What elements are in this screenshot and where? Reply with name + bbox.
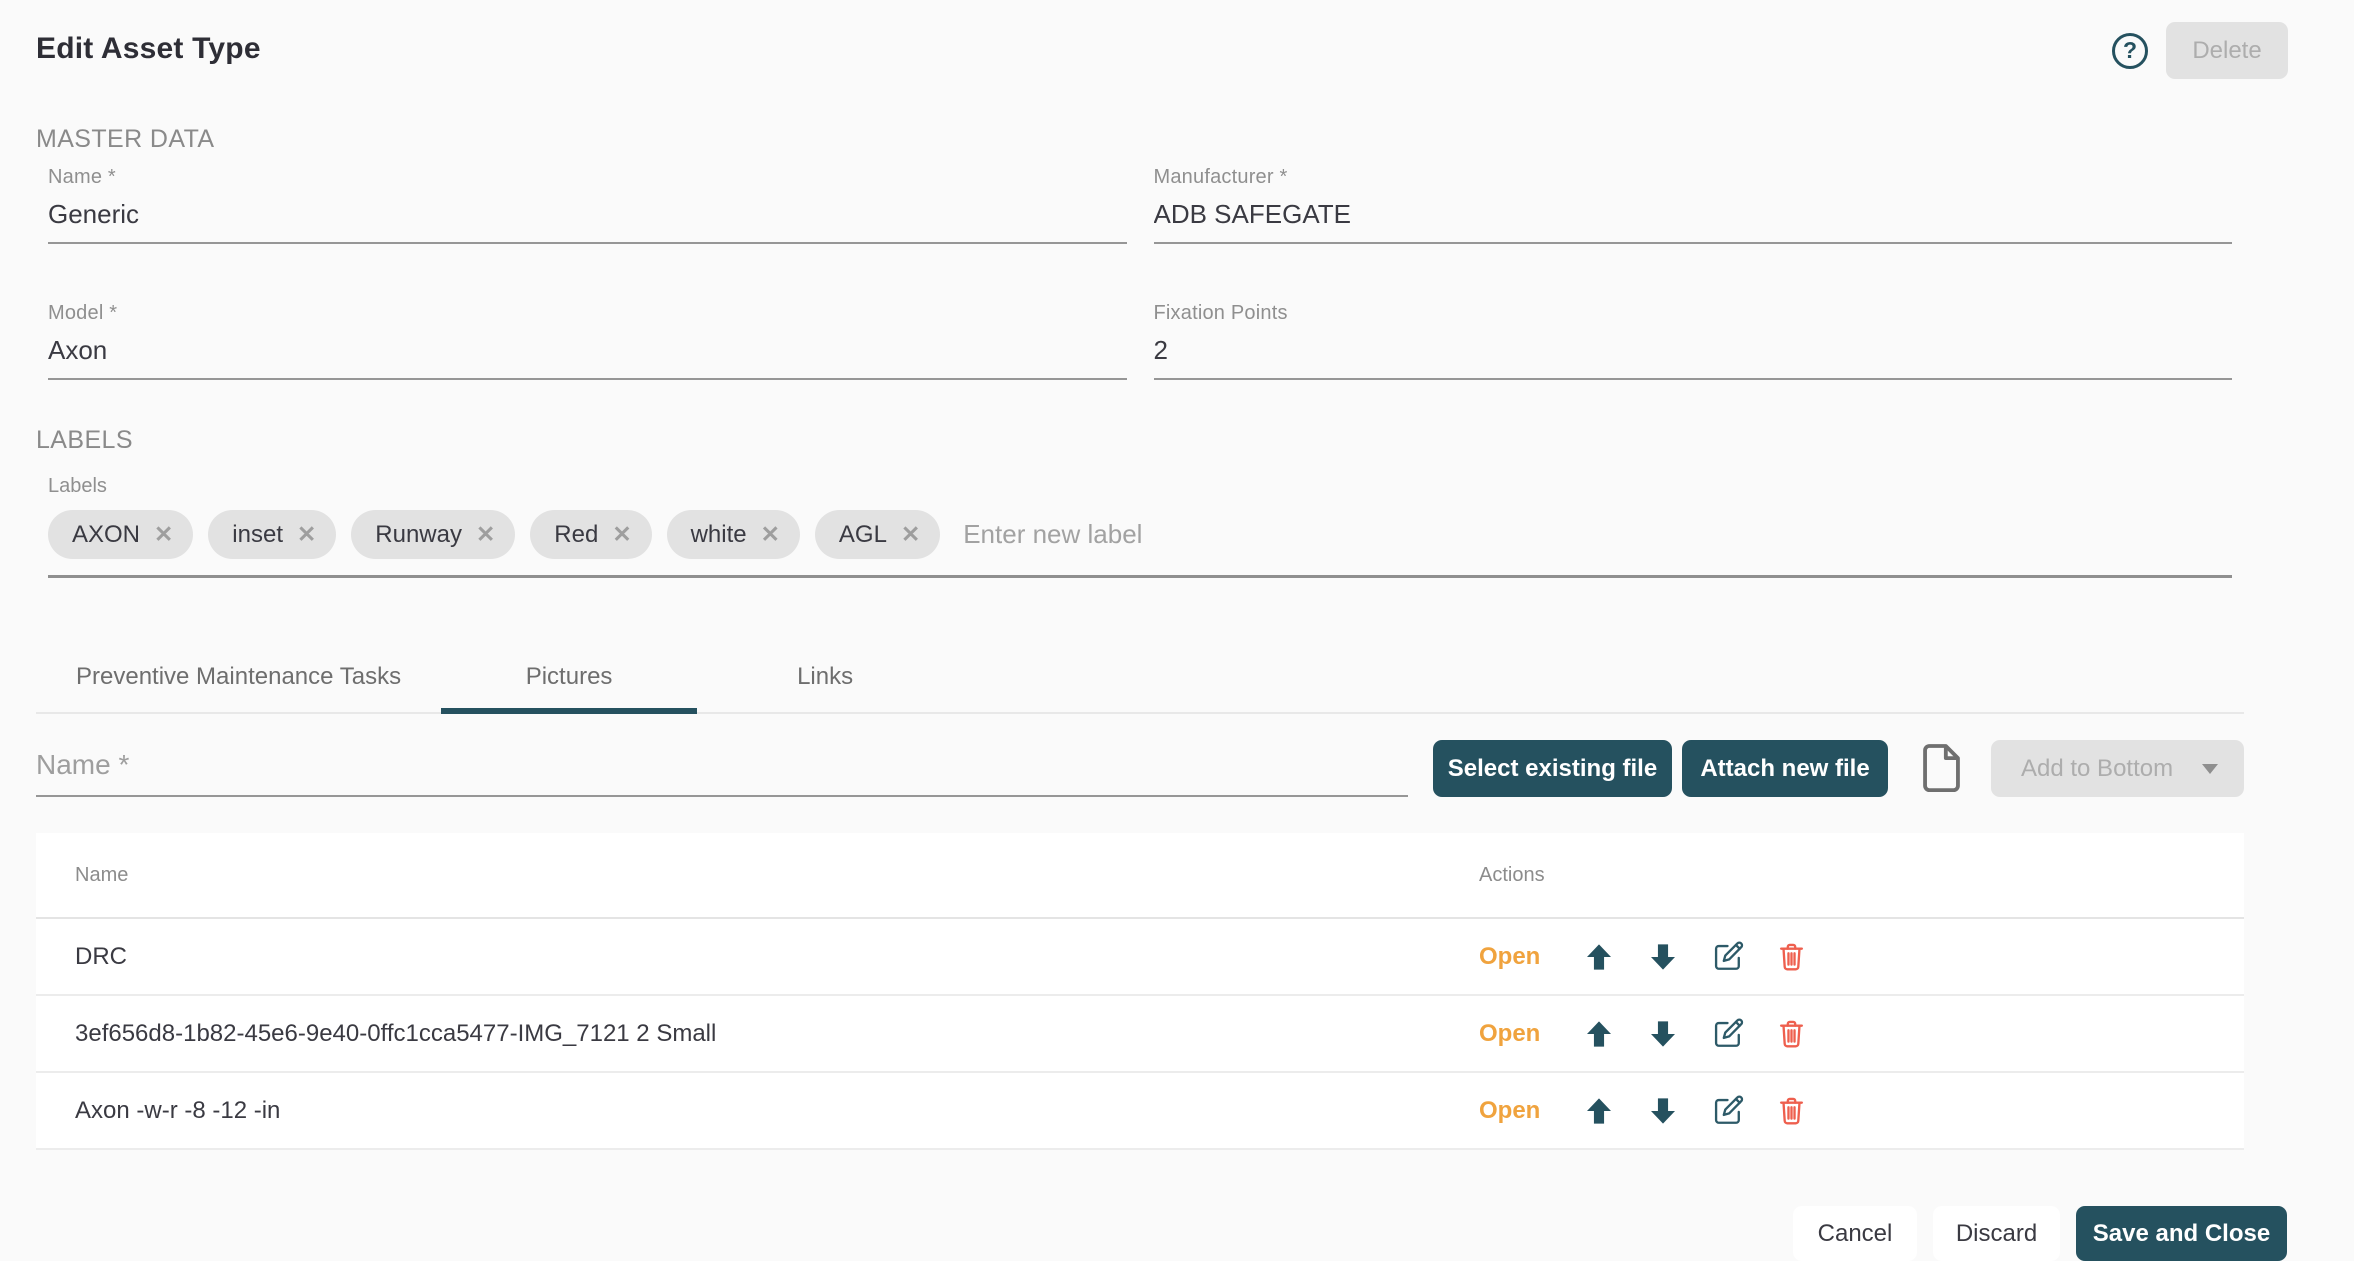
- model-field[interactable]: [48, 325, 1127, 380]
- label-chip-text: inset: [232, 520, 283, 548]
- remove-label-icon[interactable]: ✕: [297, 521, 317, 547]
- label-chip-text: Runway: [375, 520, 462, 548]
- row-actions: Open: [1479, 1094, 2244, 1127]
- move-up-icon[interactable]: [1567, 1018, 1631, 1050]
- fixation-points-field[interactable]: [1153, 325, 2232, 380]
- fixation-points-field-group: Fixation Points: [1153, 302, 2232, 380]
- tab-label: Preventive Maintenance Tasks: [76, 663, 402, 690]
- picture-name-input[interactable]: [36, 740, 1408, 797]
- new-label-input[interactable]: [955, 513, 2232, 556]
- row-name: 3ef656d8-1b82-45e6-9e40-0ffc1cca5477-IMG…: [75, 1019, 717, 1047]
- name-field-label: Name *: [48, 166, 116, 188]
- master-data-heading: MASTER DATA: [36, 125, 215, 153]
- pictures-table: Name Actions DRC Open: [36, 833, 2244, 1150]
- label-chip: Red ✕: [530, 510, 652, 559]
- row-name: Axon -w-r -8 -12 -in: [75, 1096, 281, 1124]
- edit-icon[interactable]: [1695, 1017, 1759, 1050]
- move-up-icon[interactable]: [1567, 941, 1631, 973]
- tab-links[interactable]: Links: [697, 642, 953, 712]
- label-chip: inset ✕: [208, 510, 337, 559]
- open-link[interactable]: Open: [1479, 942, 1541, 970]
- label-chip-text: AGL: [838, 520, 887, 548]
- tab-preventive-maintenance-tasks[interactable]: Preventive Maintenance Tasks: [36, 642, 441, 712]
- model-field-label: Model *: [48, 302, 118, 324]
- pictures-toolbar: Select existing file Attach new file Add…: [36, 740, 2244, 797]
- table-row: DRC Open: [36, 919, 2244, 996]
- table-row: 3ef656d8-1b82-45e6-9e40-0ffc1cca5477-IMG…: [36, 996, 2244, 1073]
- move-down-icon[interactable]: [1631, 1018, 1695, 1050]
- add-to-bottom-label: Add to Bottom: [2021, 754, 2174, 782]
- help-icon[interactable]: ?: [2112, 32, 2148, 69]
- row-actions: Open: [1479, 1017, 2244, 1050]
- manufacturer-field[interactable]: [1153, 189, 2232, 244]
- open-link[interactable]: Open: [1479, 1096, 1541, 1124]
- delete-icon[interactable]: [1759, 1094, 1823, 1127]
- footer-actions: Cancel Discard Save and Close: [0, 1206, 2287, 1261]
- label-chip: Runway ✕: [351, 510, 516, 559]
- table-row: Axon -w-r -8 -12 -in Open: [36, 1073, 2244, 1150]
- remove-label-icon[interactable]: ✕: [154, 521, 174, 547]
- name-field[interactable]: [48, 189, 1127, 244]
- labels-chip-list: AXON ✕ inset ✕ Runway ✕ Red ✕ white ✕ AGL ✕: [48, 510, 2232, 578]
- label-chip: AXON ✕: [48, 510, 194, 559]
- delete-button[interactable]: Delete: [2166, 22, 2288, 79]
- tab-pictures[interactable]: Pictures: [441, 642, 698, 714]
- manufacturer-field-label: Manufacturer *: [1153, 166, 1288, 188]
- tab-label: Pictures: [525, 663, 613, 690]
- table-body: DRC Open: [36, 919, 2244, 1150]
- file-icon: [1919, 742, 1964, 795]
- remove-label-icon[interactable]: ✕: [900, 521, 921, 547]
- page-title: Edit Asset Type: [36, 32, 261, 65]
- label-chip-text: AXON: [72, 520, 141, 548]
- tab-label: Links: [797, 663, 854, 690]
- header-actions: ? Delete: [2112, 22, 2288, 79]
- row-actions: Open: [1479, 940, 2244, 973]
- help-glyph: ?: [2122, 37, 2138, 63]
- edit-icon[interactable]: [1695, 940, 1759, 973]
- label-chip-text: Red: [554, 520, 599, 548]
- column-header-actions: Actions: [1479, 863, 1545, 886]
- remove-label-icon[interactable]: ✕: [760, 521, 780, 547]
- open-link[interactable]: Open: [1479, 1019, 1541, 1047]
- label-chip-text: white: [690, 520, 747, 548]
- page-header: Edit Asset Type ? Delete: [0, 0, 2354, 79]
- delete-icon[interactable]: [1759, 1017, 1823, 1050]
- add-to-bottom-dropdown[interactable]: Add to Bottom: [1991, 740, 2244, 797]
- chevron-down-icon: [2202, 763, 2218, 774]
- label-chip: white ✕: [666, 510, 800, 559]
- remove-label-icon[interactable]: ✕: [612, 521, 632, 547]
- delete-icon[interactable]: [1759, 940, 1823, 973]
- move-down-icon[interactable]: [1631, 941, 1695, 973]
- attach-new-file-button[interactable]: Attach new file: [1682, 740, 1888, 797]
- select-existing-file-button[interactable]: Select existing file: [1433, 740, 1672, 797]
- save-and-close-button[interactable]: Save and Close: [2076, 1206, 2287, 1261]
- cancel-button[interactable]: Cancel: [1793, 1206, 1917, 1261]
- master-data-grid: Name * Manufacturer * Model * Fixation P…: [48, 166, 2232, 380]
- move-up-icon[interactable]: [1567, 1095, 1631, 1127]
- name-field-group: Name *: [48, 166, 1127, 244]
- tab-bar: Preventive Maintenance Tasks Pictures Li…: [36, 642, 2244, 714]
- row-name: DRC: [75, 942, 127, 970]
- edit-icon[interactable]: [1695, 1094, 1759, 1127]
- manufacturer-field-group: Manufacturer *: [1153, 166, 2232, 244]
- table-header-row: Name Actions: [36, 833, 2244, 919]
- label-chip: AGL ✕: [814, 510, 941, 559]
- labels-field-label: Labels: [48, 475, 107, 497]
- fixation-points-field-label: Fixation Points: [1153, 302, 1288, 324]
- move-down-icon[interactable]: [1631, 1095, 1695, 1127]
- labels-heading: LABELS: [36, 426, 133, 454]
- column-header-name: Name: [75, 863, 129, 886]
- model-field-group: Model *: [48, 302, 1127, 380]
- remove-label-icon[interactable]: ✕: [476, 521, 496, 547]
- discard-button[interactable]: Discard: [1933, 1206, 2060, 1261]
